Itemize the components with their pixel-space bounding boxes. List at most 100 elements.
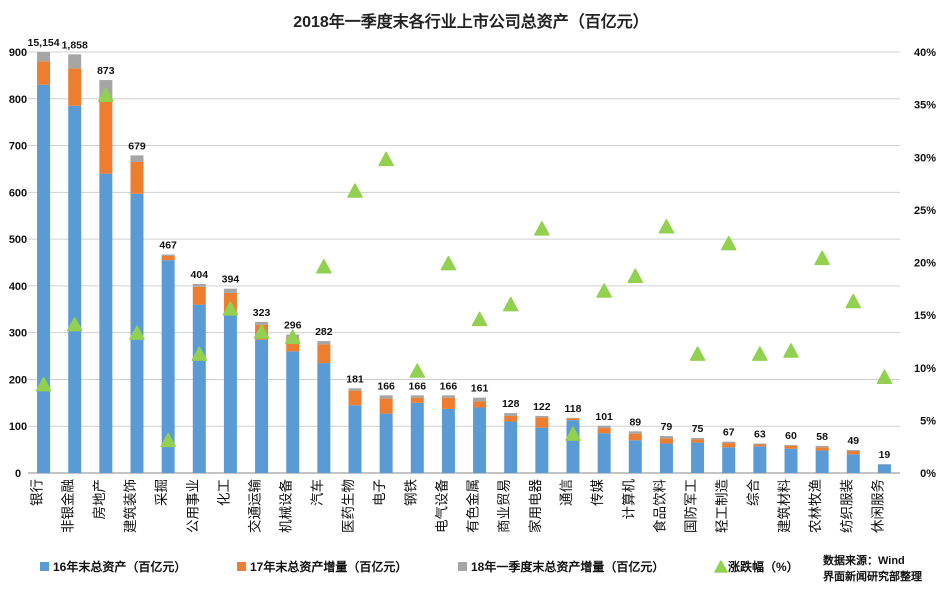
bar-segment-2: [349, 391, 362, 406]
change-marker: [441, 257, 455, 270]
y-left-tick-label: 300: [9, 328, 27, 340]
bar-segment-2: [380, 399, 393, 414]
bar-segment-2: [753, 444, 766, 446]
bar-segment-3: [37, 52, 50, 61]
data-label: 101: [595, 411, 613, 423]
bar-segment-3: [162, 255, 175, 256]
y-left-tick-label: 600: [9, 187, 27, 199]
x-tick-label: 汽车: [309, 479, 325, 506]
bar-segment-3: [753, 444, 766, 445]
y-right-tick-label: 25%: [914, 205, 936, 217]
bar-segment-2: [504, 416, 517, 422]
legend-label-3: 18年一季度末总资产增量（百亿元）: [471, 559, 664, 574]
bar-segment-3: [660, 436, 673, 438]
bar-segment-2: [473, 401, 486, 407]
data-label: 166: [409, 380, 427, 392]
bar-segment-2: [660, 438, 673, 443]
data-label: 323: [253, 307, 271, 319]
bar-segment-1: [193, 305, 206, 473]
data-label: 118: [565, 403, 582, 415]
bar-segment-1: [224, 315, 237, 473]
change-marker: [628, 269, 642, 282]
data-label: 166: [440, 380, 458, 392]
change-marker: [473, 312, 487, 325]
change-marker: [815, 251, 829, 264]
x-tick-label: 综合: [746, 479, 761, 506]
x-tick-label: 家用电器: [527, 479, 543, 533]
x-tick-label: 食品饮料: [651, 479, 667, 533]
bar-segment-1: [878, 465, 891, 473]
bar-segment-1: [691, 443, 704, 473]
bar-segment-3: [629, 431, 642, 433]
y-left-tick-label: 100: [9, 421, 27, 433]
change-marker: [691, 347, 705, 360]
y-right-tick-label: 40%: [914, 47, 936, 59]
y-right-tick-label: 35%: [914, 100, 936, 112]
bar-segment-2: [317, 344, 330, 363]
gridlines: [28, 52, 900, 473]
legend-label-4: 涨跌幅（%）: [728, 559, 799, 574]
y-right-tick-label: 30%: [914, 152, 936, 164]
bar-segment-3: [380, 395, 393, 398]
bar-segment-1: [380, 414, 393, 473]
data-label: 89: [629, 416, 641, 428]
bar-segment-3: [411, 395, 424, 397]
bar-segment-1: [847, 454, 860, 473]
data-label: 60: [785, 430, 797, 442]
y-axis-right: 0%5%10%15%20%25%30%35%40%: [914, 47, 936, 480]
y-right-tick-label: 10%: [914, 363, 936, 375]
change-marker: [722, 237, 736, 250]
x-tick-label: 计算机: [621, 479, 636, 520]
bar-segment-1: [411, 403, 424, 473]
bar-segment-2: [535, 417, 548, 427]
legend-swatch-2: [237, 562, 246, 571]
y-left-tick-label: 200: [9, 374, 27, 386]
bar-segment-3: [349, 388, 362, 390]
x-tick-label: 通信: [559, 479, 574, 506]
bar-segment-1: [722, 447, 735, 473]
change-marker: [784, 344, 798, 357]
change-marker: [348, 184, 362, 197]
change-marker: [535, 222, 549, 235]
bar-segment-2: [68, 68, 81, 105]
data-label: 404: [191, 269, 209, 281]
bar-segment-3: [317, 341, 330, 344]
bar-segment-3: [224, 289, 237, 293]
x-tick-label: 公用事业: [185, 479, 200, 533]
change-marker: [504, 298, 518, 311]
bar-segment-1: [286, 351, 299, 473]
bar-segment-3: [816, 446, 829, 447]
x-tick-label: 非银金融: [61, 479, 76, 533]
legend: 16年末总资产（百亿元）17年末总资产增量（百亿元）18年一季度末总资产增量（百…: [40, 559, 799, 574]
bar-segment-1: [785, 449, 798, 473]
x-tick-label: 电气设备: [433, 479, 449, 533]
bar-segment-2: [131, 162, 144, 194]
data-label: 122: [533, 401, 551, 413]
source-note: 数据来源：Wind 界面新闻研究部整理: [823, 553, 922, 583]
change-marker: [410, 364, 424, 377]
x-tick-label: 国防军工: [684, 479, 699, 533]
bar-segment-1: [660, 444, 673, 473]
bar-segment-3: [504, 413, 517, 416]
bar-segment-2: [567, 418, 580, 420]
bar-segment-1: [598, 433, 611, 473]
change-marker: [877, 370, 891, 383]
source-line-1: 数据来源：Wind: [823, 553, 905, 567]
bar-series: [37, 52, 891, 473]
x-tick-label: 钢铁: [403, 479, 418, 506]
change-marker: [753, 347, 767, 360]
x-tick-label: 交通运输: [247, 479, 263, 533]
bar-segment-1: [816, 451, 829, 473]
bar-segment-3: [598, 426, 611, 428]
bar-segment-3: [847, 450, 860, 451]
y-right-tick-label: 15%: [914, 310, 936, 322]
data-label: 128: [502, 398, 520, 410]
x-tick-label: 化工: [216, 479, 231, 506]
chart-title: 2018年一季度末各行业上市公司总资产（百亿元）: [293, 12, 649, 31]
bar-segment-1: [255, 340, 268, 473]
legend-swatch-4: [715, 561, 727, 572]
bar-segment-1: [317, 363, 330, 473]
